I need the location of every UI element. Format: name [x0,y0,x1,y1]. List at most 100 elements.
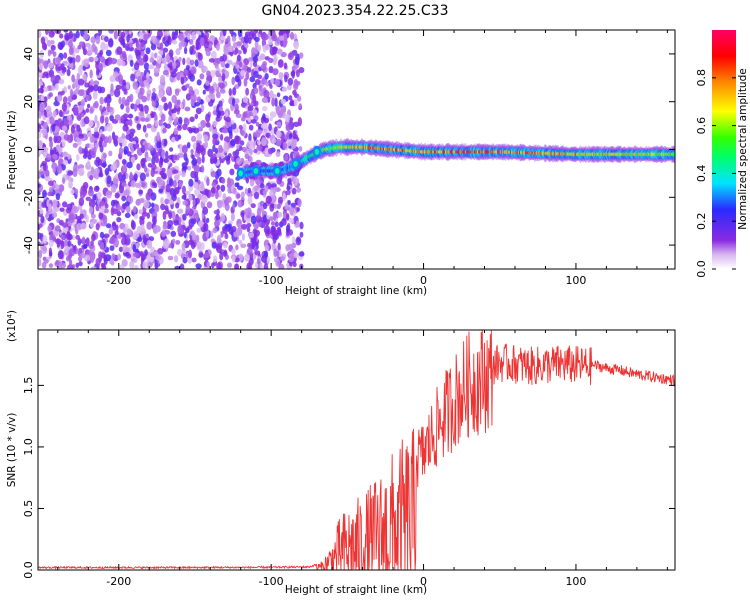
noise-speck [143,62,150,71]
noise-speck [51,123,56,132]
noise-speck [154,113,158,122]
noise-speck [63,30,69,33]
noise-speck [216,244,222,254]
noise-speck [168,49,174,58]
noise-speck [146,239,153,249]
noise-speck [181,171,186,178]
noise-speck [132,244,137,253]
noise-speck [200,181,205,191]
noise-speck [52,110,57,118]
noise-speck [39,223,43,228]
noise-speck [103,153,107,159]
y-tick-label: -20 [22,188,35,206]
noise-speck [67,85,71,90]
noise-speck [225,116,231,123]
noise-speck [178,180,183,188]
noise-speck [68,213,75,224]
noise-speck [237,50,242,55]
noise-speck [99,115,105,124]
noise-speck [92,90,98,100]
noise-speck [146,221,153,230]
noise-speck [293,40,299,50]
noise-speck [287,77,294,86]
noise-speck [240,69,246,77]
colorbar: 0.0 0.2 0.4 0.6 0.8 Normalized spectral ampl… [695,30,749,278]
noise-speck [263,89,270,99]
noise-speck [89,221,95,228]
noise-speck [38,183,41,188]
noise-speck [125,30,129,35]
noise-speck [262,33,269,41]
trace-blob-core [253,168,259,175]
noise-speck [216,238,222,244]
noise-speck [196,241,202,250]
noise-speck [178,56,182,62]
noise-speck [298,145,303,152]
noise-speck [248,124,254,131]
noise-speck [190,94,197,103]
noise-speck [278,30,284,37]
noise-speck [50,44,56,51]
noise-speck [232,203,236,210]
noise-speck [172,154,178,160]
noise-speck [178,42,183,50]
noise-speck [253,185,259,192]
noise-speck [286,185,291,191]
noise-speck [270,225,277,233]
noise-speck [175,202,180,209]
noise-speck [242,47,247,55]
noise-speck [48,247,53,256]
noise-speck [249,178,255,187]
noise-speck [126,151,132,157]
noise-speck [160,113,166,122]
noise-speck [158,188,164,194]
noise-speck [170,230,177,237]
noise-speck [182,213,187,221]
noise-speck [95,185,100,191]
noise-speck [162,70,169,76]
noise-speck [45,30,50,34]
noise-speck [145,192,152,201]
noise-speck [114,230,119,236]
noise-speck [162,210,167,220]
noise-speck [51,153,58,160]
noise-speck [142,124,147,133]
noise-speck [70,62,74,69]
noise-speck [113,88,121,98]
noise-speck [220,133,224,141]
noise-speck [90,240,94,246]
noise-speck [58,109,63,117]
noise-speck [78,133,84,139]
noise-speck [232,151,237,157]
noise-speck [162,127,167,134]
noise-speck [79,67,83,76]
noise-speck [92,102,99,108]
noise-speck [262,113,266,121]
noise-speck [159,74,166,83]
noise-speck [277,242,281,252]
noise-speck [272,68,279,76]
noise-speck [222,128,228,134]
snr-ylabel: SNR (10 * v/v) [6,413,18,488]
noise-speck [211,241,217,249]
noise-speck [194,102,201,107]
noise-speck [244,159,250,168]
noise-speck [240,129,245,136]
noise-speck [271,46,278,55]
colorbar-tick-label: 0.2 [695,212,708,230]
noise-speck [194,59,199,67]
noise-speck [133,103,138,112]
noise-speck [52,167,56,173]
noise-speck [75,234,80,240]
noise-speck [38,258,42,267]
noise-speck [143,33,150,41]
noise-speck [139,79,145,88]
noise-speck [149,57,155,63]
noise-speck [230,226,237,233]
noise-speck [122,79,126,86]
noise-speck [197,52,201,59]
noise-speck [206,177,210,187]
noise-speck [140,224,145,232]
noise-speck [169,178,174,187]
noise-speck [248,133,252,143]
